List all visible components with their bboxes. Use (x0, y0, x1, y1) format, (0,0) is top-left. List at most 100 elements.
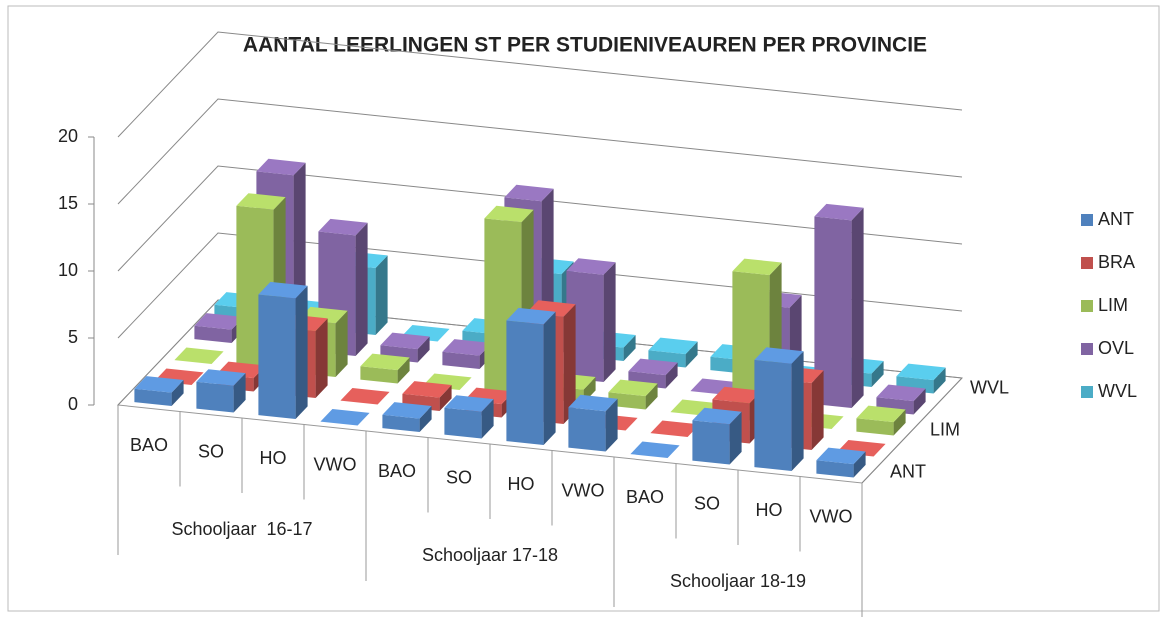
legend-swatch (1081, 257, 1093, 269)
bar-top (566, 258, 616, 275)
bar (814, 203, 864, 408)
bar (360, 353, 410, 384)
depth-tick-label: ANT (890, 461, 926, 481)
bar (692, 407, 742, 465)
depth-tick-label: WVL (970, 377, 1009, 397)
bar (816, 447, 866, 478)
bar-front (444, 407, 482, 439)
group-label: Schooljaar 16-17 (171, 519, 312, 539)
bar-front (814, 216, 852, 408)
bar (566, 258, 616, 382)
x-tick-label: VWO (810, 507, 853, 527)
bar-side (605, 398, 618, 452)
x-tick-label: BAO (626, 487, 664, 507)
bar-top (484, 205, 534, 223)
bar-side (355, 222, 368, 356)
bar-top (568, 394, 618, 412)
bar-top (504, 184, 554, 202)
bar-front (816, 460, 854, 478)
bar-side (417, 336, 430, 363)
bar-side (623, 335, 636, 361)
bar (630, 441, 680, 458)
y-tick-label: 5 (68, 327, 78, 347)
legend-label: BRA (1098, 252, 1135, 272)
legend-swatch (1081, 300, 1093, 312)
grid-line (117, 299, 963, 406)
bar (174, 347, 224, 364)
legend-label: LIM (1098, 295, 1128, 315)
x-tick-label: VWO (562, 481, 605, 501)
bar-side (729, 411, 742, 465)
bar-top (650, 420, 700, 437)
bar-top (876, 384, 926, 402)
bar-top (628, 358, 678, 376)
grid-line (117, 31, 963, 138)
group-label: Schooljaar 17-18 (422, 545, 558, 565)
bar-top (196, 369, 246, 386)
y-tick-label: 10 (58, 260, 78, 280)
bar-top (174, 347, 224, 364)
bar-front (258, 294, 296, 419)
bar-top (442, 339, 492, 356)
x-tick-label: BAO (378, 461, 416, 481)
x-tick-label: SO (446, 468, 472, 488)
bar-top (608, 379, 658, 397)
bar-front (382, 414, 420, 432)
bar-front (196, 381, 234, 413)
bar-front (608, 392, 646, 410)
bar-front (856, 418, 894, 436)
bar-side (665, 362, 678, 389)
bar (506, 307, 556, 445)
bar-side (419, 406, 432, 432)
bar-top (258, 281, 308, 299)
bar-top (194, 313, 244, 330)
bar-top (444, 395, 494, 412)
depth-tick-label: LIM (930, 419, 960, 439)
bar (134, 376, 184, 406)
bar-side (439, 385, 452, 411)
bar (568, 394, 618, 452)
bar (258, 281, 308, 419)
legend-swatch (1081, 386, 1093, 398)
bar-front (134, 388, 172, 406)
grid-line (117, 165, 963, 272)
bar-top (630, 441, 680, 458)
chart-title: AANTAL LEERLINGEN ST PER STUDIENIVEAUREN… (243, 34, 927, 57)
bar-front (566, 270, 604, 382)
bar (444, 395, 494, 439)
bar-top (712, 386, 762, 404)
bar-side (375, 255, 388, 335)
bar-front (506, 320, 544, 445)
x-tick-label: BAO (130, 435, 168, 455)
bar-side (933, 367, 946, 394)
bar-front (692, 420, 730, 465)
bar-side (603, 262, 616, 382)
bar-side (851, 207, 864, 408)
legend-label: WVL (1098, 381, 1137, 401)
y-tick-label: 15 (58, 193, 78, 213)
bar-top (754, 347, 804, 364)
bar-side (295, 285, 308, 419)
y-tick-label: 20 (58, 126, 78, 146)
bar-top (318, 218, 368, 236)
bar-side (685, 341, 698, 368)
grid-line (117, 232, 963, 339)
bar-side (791, 351, 804, 471)
bar-top (506, 307, 556, 325)
y-tick-label: 0 (68, 394, 78, 414)
group-label: Schooljaar 18-19 (670, 571, 806, 591)
legend-label: ANT (1098, 209, 1134, 229)
bar (340, 388, 390, 405)
x-tick-label: HO (508, 474, 535, 494)
bar (320, 409, 370, 426)
bar-side (645, 383, 658, 410)
bar-front (442, 351, 480, 369)
bar-side (335, 310, 348, 377)
bar-side (543, 311, 556, 445)
bar-top (402, 381, 452, 398)
bar (650, 420, 700, 437)
bar-side (871, 361, 884, 387)
bar-top (236, 193, 286, 210)
bar-side (171, 380, 184, 406)
